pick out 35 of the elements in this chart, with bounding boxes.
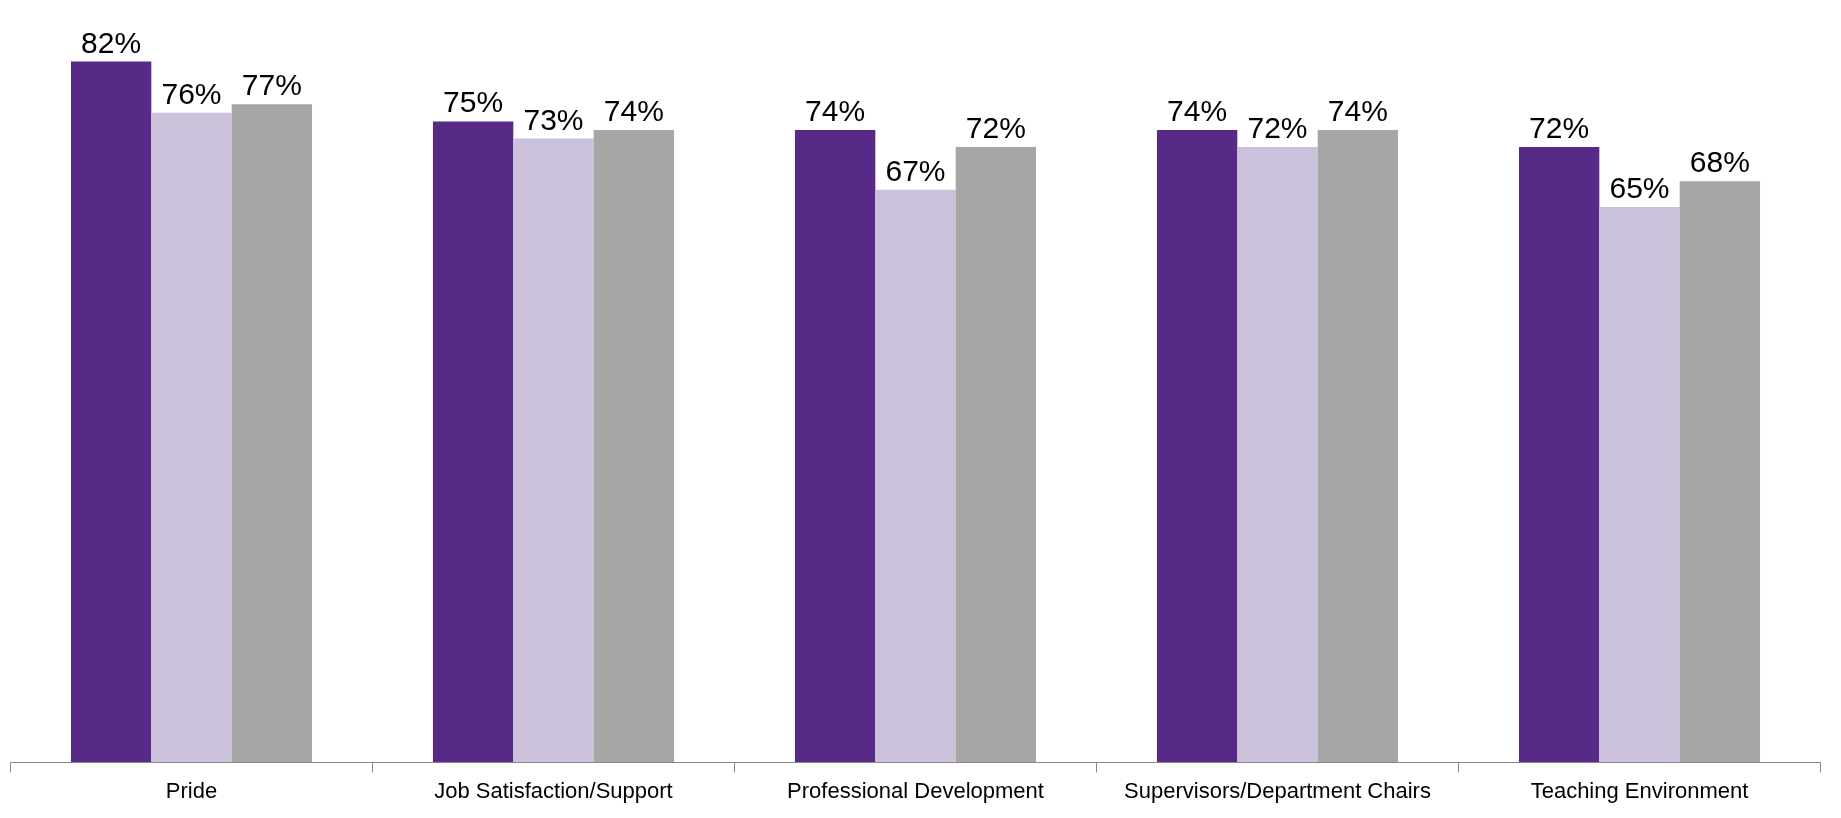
data-label: 75% [443, 85, 504, 119]
bar [70, 61, 152, 763]
data-label: 68% [1689, 145, 1750, 179]
bar [1599, 206, 1680, 763]
bar [1156, 129, 1238, 763]
data-label: 67% [885, 153, 946, 187]
bar [231, 104, 313, 763]
data-label: 82% [81, 25, 142, 59]
bar [151, 112, 232, 763]
bar [955, 147, 1037, 763]
data-label: 76% [161, 76, 222, 110]
bar [432, 121, 514, 763]
bar [1518, 147, 1600, 763]
data-label: 72% [965, 111, 1026, 145]
x-tick-label: Pride [165, 777, 218, 803]
bar [1317, 129, 1399, 763]
x-tick-label: Supervisors/Department Chairs [1124, 777, 1431, 803]
data-label: 77% [241, 68, 302, 102]
bar [513, 138, 594, 763]
bar [875, 189, 956, 763]
bar [1237, 147, 1318, 763]
data-label: 74% [603, 93, 664, 127]
data-label: 74% [805, 93, 866, 127]
x-tick-label: Job Satisfaction/Support [434, 777, 673, 803]
data-label: 65% [1609, 170, 1670, 204]
bar [1679, 181, 1761, 763]
x-tick-label: Professional Development [787, 777, 1044, 803]
data-label: 72% [1529, 111, 1590, 145]
data-label: 73% [523, 102, 584, 136]
x-tick-label: Teaching Environment [1530, 777, 1749, 803]
data-label: 74% [1327, 93, 1388, 127]
data-label: 74% [1167, 93, 1228, 127]
bar [593, 129, 675, 763]
data-label: 72% [1247, 111, 1308, 145]
bar [794, 129, 876, 763]
